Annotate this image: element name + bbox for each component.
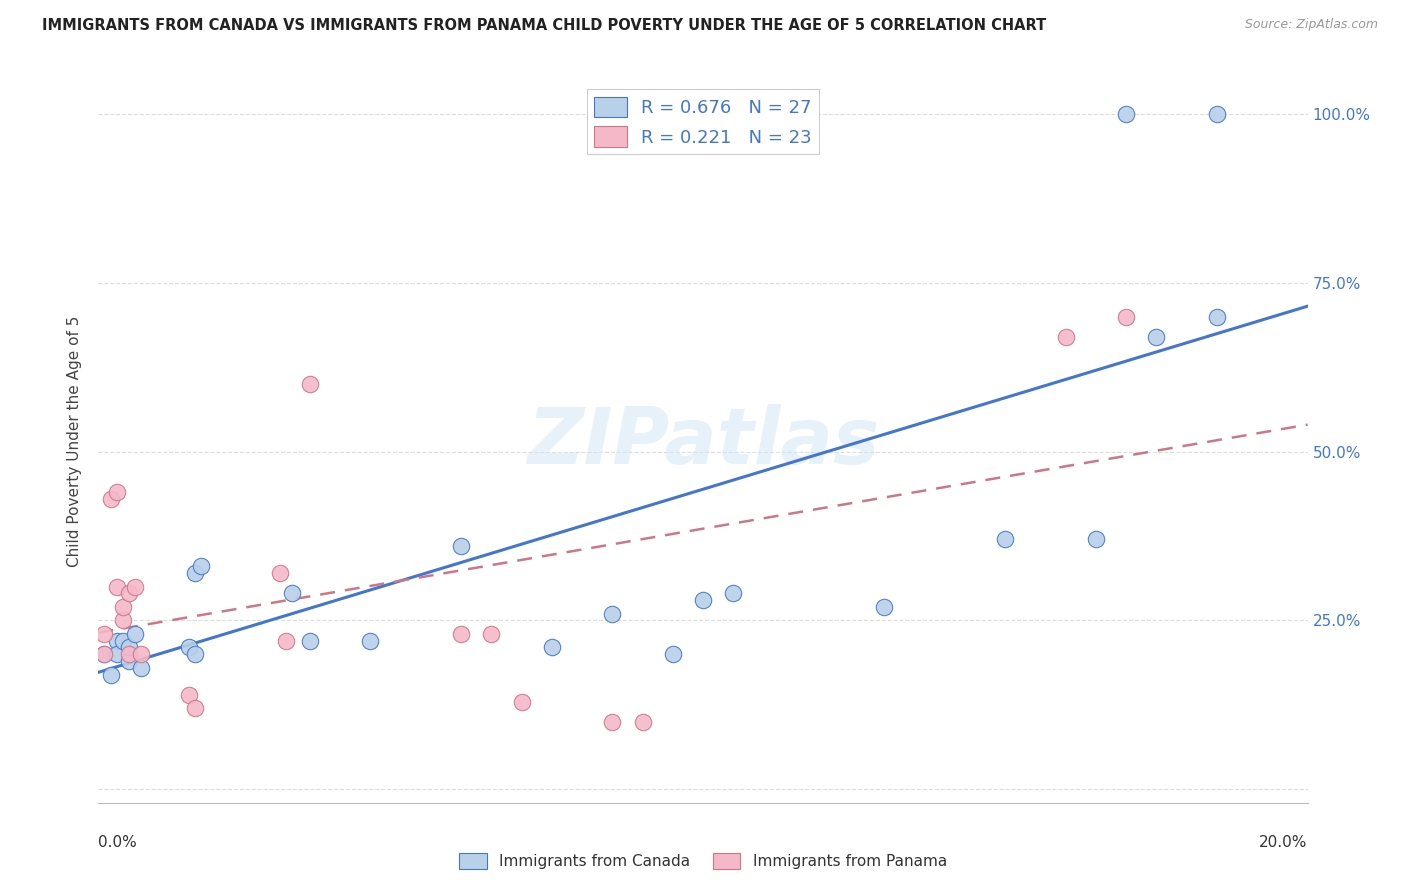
Point bbox=[111, 633, 134, 648]
Point bbox=[873, 599, 896, 614]
Point bbox=[105, 633, 128, 648]
Y-axis label: Child Poverty Under the Age of 5: Child Poverty Under the Age of 5 bbox=[67, 316, 83, 567]
Point bbox=[274, 633, 297, 648]
Point bbox=[105, 580, 128, 594]
Legend: Immigrants from Canada, Immigrants from Panama: Immigrants from Canada, Immigrants from … bbox=[453, 847, 953, 875]
Point bbox=[602, 714, 624, 729]
Point bbox=[111, 599, 134, 614]
Point bbox=[1115, 107, 1137, 121]
Point bbox=[129, 647, 152, 661]
Point bbox=[105, 485, 128, 500]
Point bbox=[1206, 310, 1229, 324]
Point bbox=[129, 661, 152, 675]
Point bbox=[105, 647, 128, 661]
Text: Source: ZipAtlas.com: Source: ZipAtlas.com bbox=[1244, 18, 1378, 31]
Point bbox=[631, 714, 654, 729]
Point bbox=[450, 627, 472, 641]
Point bbox=[723, 586, 745, 600]
Point bbox=[1054, 330, 1077, 344]
Point bbox=[673, 107, 696, 121]
Text: 20.0%: 20.0% bbox=[1260, 836, 1308, 850]
Point bbox=[190, 559, 212, 574]
Text: IMMIGRANTS FROM CANADA VS IMMIGRANTS FROM PANAMA CHILD POVERTY UNDER THE AGE OF : IMMIGRANTS FROM CANADA VS IMMIGRANTS FRO… bbox=[42, 18, 1046, 33]
Point bbox=[118, 640, 141, 655]
Point bbox=[510, 694, 533, 708]
Point bbox=[93, 647, 115, 661]
Point bbox=[124, 580, 146, 594]
Point bbox=[1144, 330, 1167, 344]
Point bbox=[299, 377, 322, 392]
Point bbox=[184, 566, 207, 581]
Point bbox=[179, 688, 201, 702]
Point bbox=[118, 586, 141, 600]
Point bbox=[450, 539, 472, 553]
Point bbox=[184, 647, 207, 661]
Point bbox=[1115, 310, 1137, 324]
Point bbox=[100, 667, 122, 681]
Point bbox=[93, 647, 115, 661]
Point bbox=[118, 654, 141, 668]
Point bbox=[481, 627, 503, 641]
Point bbox=[1206, 107, 1229, 121]
Point bbox=[111, 614, 134, 628]
Text: ZIPatlas: ZIPatlas bbox=[527, 403, 879, 480]
Point bbox=[269, 566, 291, 581]
Point bbox=[1085, 533, 1108, 547]
Point bbox=[93, 627, 115, 641]
Point bbox=[124, 627, 146, 641]
Point bbox=[360, 633, 382, 648]
Point bbox=[179, 640, 201, 655]
Point bbox=[184, 701, 207, 715]
Point bbox=[661, 647, 683, 661]
Point bbox=[118, 647, 141, 661]
Point bbox=[100, 491, 122, 506]
Text: 0.0%: 0.0% bbox=[98, 836, 138, 850]
Point bbox=[602, 607, 624, 621]
Point bbox=[281, 586, 304, 600]
Point bbox=[994, 533, 1017, 547]
Point bbox=[540, 640, 562, 655]
Legend: R = 0.676   N = 27, R = 0.221   N = 23: R = 0.676 N = 27, R = 0.221 N = 23 bbox=[586, 89, 820, 154]
Point bbox=[299, 633, 322, 648]
Point bbox=[692, 593, 714, 607]
